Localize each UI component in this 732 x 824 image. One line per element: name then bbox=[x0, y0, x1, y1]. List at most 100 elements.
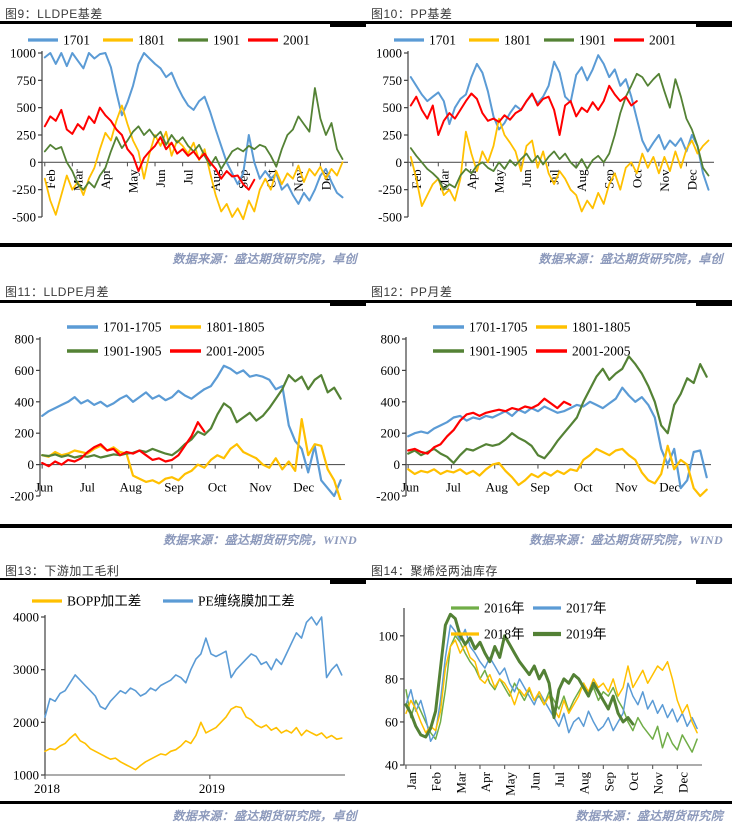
svg-text:3000: 3000 bbox=[13, 662, 39, 677]
svg-text:1901: 1901 bbox=[213, 33, 240, 48]
figure-10-bottom-rule bbox=[366, 243, 732, 247]
svg-text:0: 0 bbox=[394, 457, 401, 472]
svg-text:Apr: Apr bbox=[98, 169, 113, 190]
svg-text:60: 60 bbox=[385, 715, 398, 730]
svg-text:2017年: 2017年 bbox=[566, 601, 607, 616]
svg-text:-200: -200 bbox=[10, 489, 34, 504]
svg-text:2019年: 2019年 bbox=[566, 627, 607, 642]
rule-end-cap bbox=[696, 300, 732, 306]
figure-9-title-rule bbox=[0, 21, 366, 27]
rule-end-cap bbox=[696, 578, 732, 584]
svg-text:Dec: Dec bbox=[293, 480, 314, 495]
svg-text:0: 0 bbox=[28, 457, 35, 472]
svg-text:Oct: Oct bbox=[574, 480, 593, 495]
svg-text:2018: 2018 bbox=[34, 781, 60, 796]
svg-text:1901-1905: 1901-1905 bbox=[103, 344, 162, 359]
svg-text:Nov: Nov bbox=[249, 480, 272, 495]
svg-text:Aug: Aug bbox=[574, 169, 589, 192]
figure-12-title: 图12：PP月差 bbox=[371, 285, 453, 299]
svg-text:800: 800 bbox=[15, 332, 35, 347]
svg-text:Nov: Nov bbox=[657, 169, 672, 192]
svg-text:Aug: Aug bbox=[577, 772, 592, 795]
figure-10-title: 图10：PP基差 bbox=[371, 7, 453, 21]
svg-text:200: 200 bbox=[15, 426, 35, 441]
svg-text:750: 750 bbox=[383, 73, 403, 88]
svg-text:May: May bbox=[503, 772, 518, 796]
svg-text:Apr: Apr bbox=[464, 169, 479, 190]
figure-13-panel: 图13：下游加工毛利 1000 2000 3000 4000 2018 2019 BOPP加… bbox=[0, 548, 366, 824]
figure-13-title: 图13：下游加工毛利 bbox=[5, 564, 120, 578]
svg-text:2001: 2001 bbox=[283, 33, 310, 48]
figure-11-source: 数据来源：盛达期货研究院，WIND bbox=[163, 533, 357, 547]
svg-text:2019: 2019 bbox=[199, 781, 225, 796]
svg-text:80: 80 bbox=[385, 672, 398, 687]
svg-text:-200: -200 bbox=[376, 489, 400, 504]
svg-text:500: 500 bbox=[383, 100, 403, 115]
svg-text:Jun: Jun bbox=[35, 480, 54, 495]
svg-text:-500: -500 bbox=[12, 210, 36, 225]
svg-text:Oct: Oct bbox=[629, 169, 644, 188]
svg-text:Dec: Dec bbox=[684, 169, 699, 190]
svg-text:Sep: Sep bbox=[236, 169, 251, 189]
figure-10-panel: 图10：PP基差 -500 -250 0 250 500 750 1000 Feb Mar Apr… bbox=[366, 0, 732, 270]
svg-text:Nov: Nov bbox=[615, 480, 638, 495]
svg-text:Aug: Aug bbox=[485, 480, 508, 495]
figure-11-bottom-rule bbox=[0, 524, 366, 528]
svg-text:1701-1705: 1701-1705 bbox=[103, 320, 162, 335]
svg-text:PE缠绕膜加工差: PE缠绕膜加工差 bbox=[198, 593, 295, 609]
svg-text:2001-2005: 2001-2005 bbox=[572, 344, 631, 359]
svg-text:1701: 1701 bbox=[429, 33, 456, 48]
svg-text:400: 400 bbox=[15, 394, 35, 409]
svg-text:2018年: 2018年 bbox=[484, 627, 525, 642]
svg-text:1000: 1000 bbox=[376, 46, 402, 61]
svg-text:2000: 2000 bbox=[13, 715, 39, 730]
svg-text:250: 250 bbox=[17, 128, 37, 143]
svg-text:Sep: Sep bbox=[602, 169, 617, 189]
rule-end-cap bbox=[330, 578, 366, 584]
figure-11-title-rule bbox=[0, 300, 366, 306]
svg-text:40: 40 bbox=[385, 758, 398, 773]
svg-text:Sep: Sep bbox=[601, 772, 616, 792]
svg-text:May: May bbox=[125, 169, 140, 193]
figure-13-chart: 1000 2000 3000 4000 2018 2019 BOPP加工差 PE缠绕膜加工差 bbox=[13, 593, 345, 796]
figure-12-bottom-rule bbox=[366, 524, 732, 528]
svg-text:600: 600 bbox=[381, 363, 401, 378]
svg-text:Jan: Jan bbox=[404, 772, 419, 790]
svg-text:800: 800 bbox=[381, 332, 401, 347]
figure-9-panel: 图9：LLDPE基差 -500 -250 0 250 500 750 1000 Feb Mar A… bbox=[0, 0, 366, 270]
svg-text:750: 750 bbox=[17, 73, 37, 88]
svg-text:Jun: Jun bbox=[153, 169, 168, 188]
svg-text:BOPP加工差: BOPP加工差 bbox=[67, 594, 141, 609]
svg-text:1801-1805: 1801-1805 bbox=[572, 320, 631, 335]
svg-text:Jul: Jul bbox=[552, 772, 567, 788]
figure-13-bottom-rule bbox=[0, 801, 366, 804]
svg-text:Mar: Mar bbox=[453, 771, 468, 793]
figure-13-source: 数据来源：盛达期货研究院，卓创 bbox=[172, 809, 357, 823]
svg-text:400: 400 bbox=[381, 394, 401, 409]
svg-text:Nov: Nov bbox=[651, 772, 666, 795]
figure-14-panel: 图14：聚烯烃两油库存 40 60 80 100 Jan Feb Mar Apr May Jun J… bbox=[366, 548, 732, 824]
figure-14-source: 数据来源：盛达期货研究院 bbox=[575, 809, 723, 823]
svg-text:1901-1905: 1901-1905 bbox=[469, 344, 528, 359]
figure-11-title: 图11：LLDPE月差 bbox=[5, 285, 109, 299]
rule-end-cap bbox=[696, 21, 732, 27]
svg-text:1701: 1701 bbox=[63, 33, 90, 48]
svg-text:Jul: Jul bbox=[446, 480, 462, 495]
svg-text:2001: 2001 bbox=[649, 33, 676, 48]
svg-text:Jun: Jun bbox=[519, 169, 534, 188]
svg-text:Feb: Feb bbox=[429, 772, 444, 792]
svg-text:0: 0 bbox=[396, 155, 403, 170]
figure-14-bottom-rule bbox=[366, 801, 732, 804]
svg-text:500: 500 bbox=[17, 100, 37, 115]
figure-12-title-rule bbox=[366, 300, 732, 306]
svg-text:-250: -250 bbox=[12, 182, 36, 197]
figure-11-chart: -200 0 200 400 600 800 Jun Jul Aug Sep Oct Nov Dec 17… bbox=[10, 320, 345, 504]
svg-text:Aug: Aug bbox=[119, 480, 142, 495]
figure-11-panel: 图11：LLDPE月差 -200 0 200 400 600 800 Jun Jul Aug Se… bbox=[0, 270, 366, 548]
svg-text:Jun: Jun bbox=[527, 772, 542, 791]
svg-text:250: 250 bbox=[383, 128, 403, 143]
figure-14-chart: 40 60 80 100 Jan Feb Mar Apr May Jun Jul Aug Sep Oct N… bbox=[379, 601, 702, 796]
